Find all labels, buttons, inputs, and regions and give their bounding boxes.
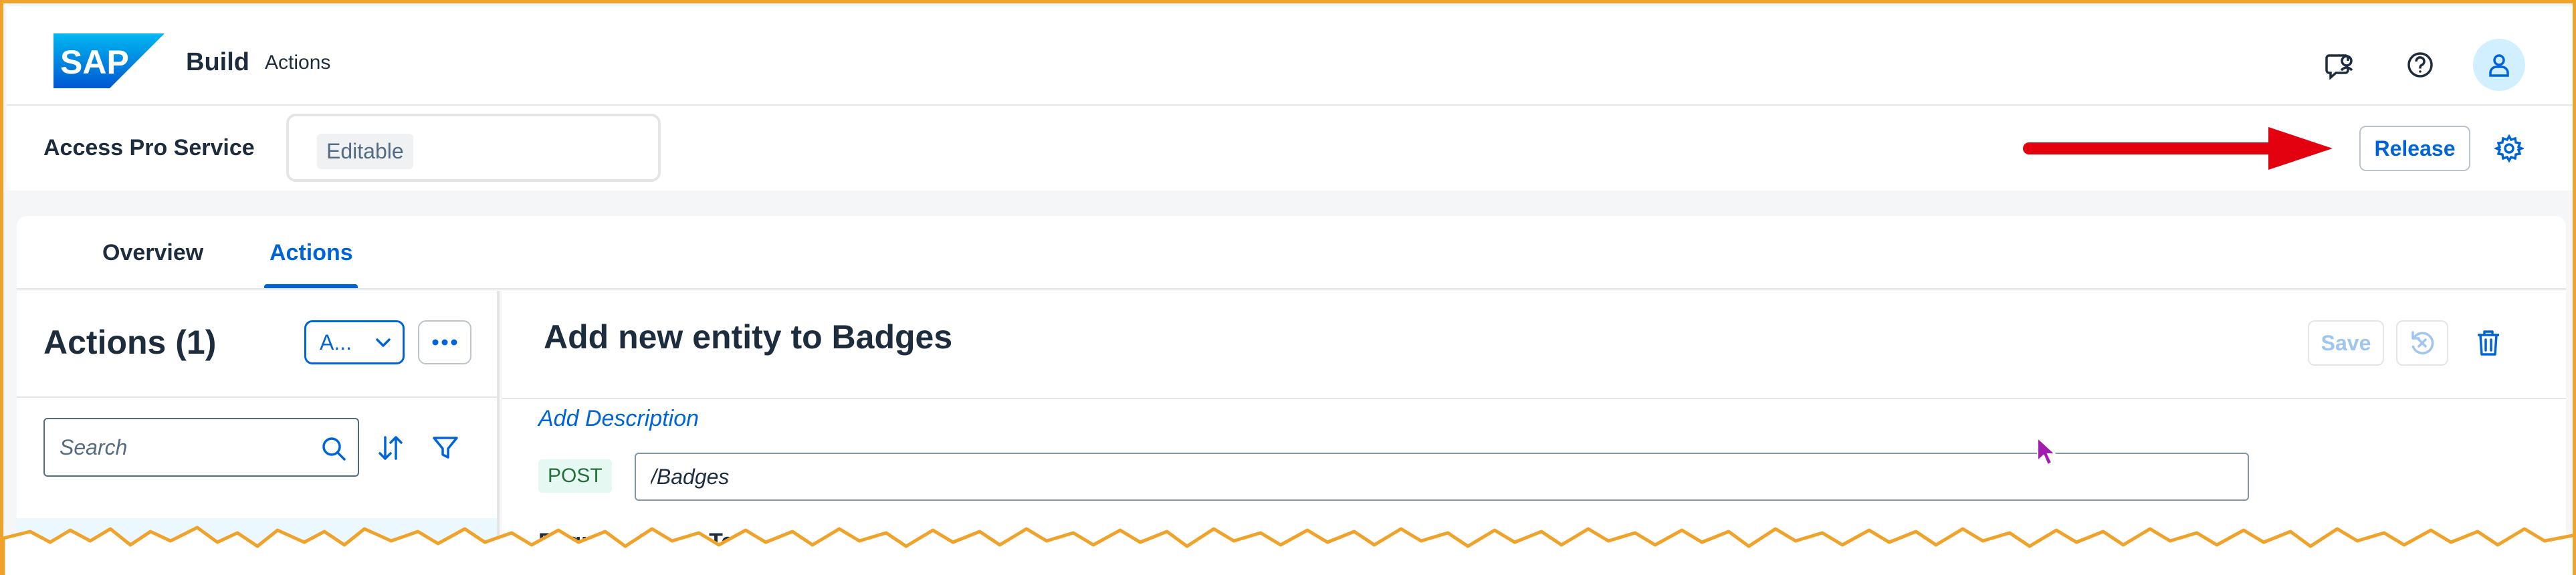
revert-button[interactable] xyxy=(2396,320,2448,366)
tab-actions[interactable]: Actions xyxy=(270,240,353,265)
divider xyxy=(17,396,497,398)
gear-icon xyxy=(2494,134,2524,163)
shell-bar: SAP Build Actions xyxy=(7,7,2573,106)
feedback-icon[interactable] xyxy=(2314,39,2366,91)
user-icon xyxy=(2489,54,2509,77)
release-button[interactable]: Release xyxy=(2359,126,2470,171)
sap-logo[interactable]: SAP xyxy=(53,33,165,88)
tab-bar: Overview Actions xyxy=(17,216,2566,290)
user-avatar[interactable] xyxy=(2473,39,2525,91)
add-description-link[interactable]: Add Description xyxy=(538,406,700,431)
settings-button[interactable] xyxy=(2488,127,2531,170)
status-container: Editable xyxy=(286,114,661,182)
actions-list-pane: Actions (1) A... xyxy=(17,291,500,575)
search-field[interactable] xyxy=(43,418,359,477)
chevron-down-icon xyxy=(376,338,391,347)
more-icon xyxy=(432,339,457,346)
object-header: Access Pro Service Editable Release xyxy=(7,106,2573,191)
mode-select[interactable]: A... xyxy=(304,320,405,364)
search-icon[interactable] xyxy=(319,434,348,463)
action-detail-pane: Add new entity to Badges Save Add Descri… xyxy=(502,291,2566,575)
svg-text:SAP: SAP xyxy=(60,43,129,81)
app-name: Build xyxy=(186,48,249,76)
action-title: Add new entity to Badges xyxy=(544,318,953,356)
sort-icon xyxy=(379,436,403,460)
help-icon[interactable] xyxy=(2394,39,2446,91)
service-name: Access Pro Service xyxy=(43,135,255,160)
revert-icon xyxy=(2411,331,2434,354)
red-arrow-annotation xyxy=(2023,127,2333,170)
torn-edge-decoration xyxy=(3,526,2573,575)
filter-button[interactable] xyxy=(426,429,465,467)
more-options-button[interactable] xyxy=(418,320,471,364)
tab-overview[interactable]: Overview xyxy=(102,240,204,265)
search-input[interactable] xyxy=(45,419,312,475)
filter-icon xyxy=(433,437,458,459)
delete-button[interactable] xyxy=(2467,320,2510,366)
actions-list-title: Actions (1) xyxy=(43,324,217,361)
divider xyxy=(502,398,2566,399)
trash-icon xyxy=(2478,330,2499,356)
mode-select-value: A... xyxy=(320,330,352,354)
app-subtitle: Actions xyxy=(265,51,331,74)
save-button[interactable]: Save xyxy=(2308,320,2384,366)
status-badge: Editable xyxy=(317,134,413,169)
path-input[interactable] xyxy=(635,453,2249,501)
http-method-badge: POST xyxy=(538,459,612,493)
sort-button[interactable] xyxy=(371,429,410,467)
tab-selected-indicator xyxy=(264,284,358,288)
mouse-cursor xyxy=(2037,437,2056,466)
